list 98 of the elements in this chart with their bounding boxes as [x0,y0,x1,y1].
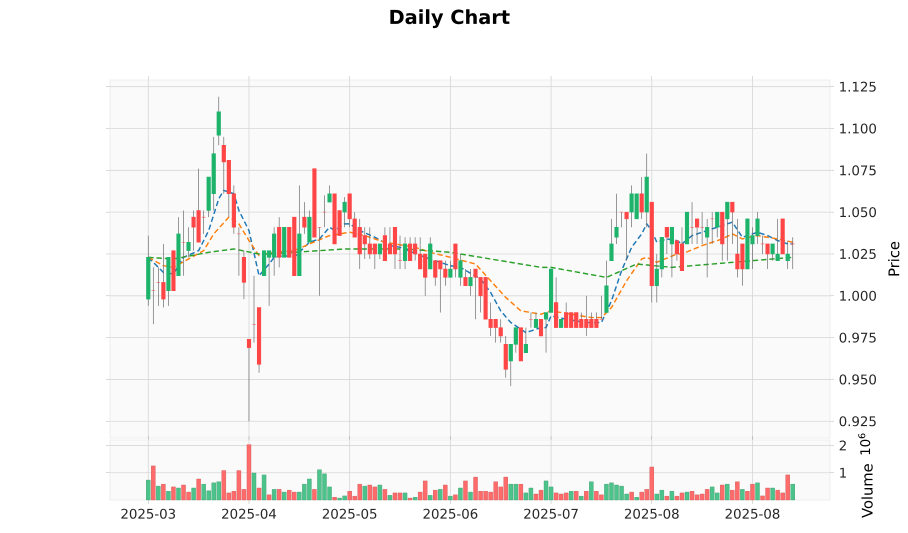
y-tick-label: 1.000 [840,290,876,301]
y-axis-title: Volume [861,464,873,518]
bar [382,489,388,500]
y-tick-label: 1.025 [840,248,876,259]
candlestick [715,212,720,238]
bar [378,484,382,500]
bar [146,480,150,500]
candlestick [246,338,252,422]
candlestick [402,236,408,270]
candlestick [730,202,734,244]
bar [574,490,578,500]
bar [725,484,730,500]
bar [629,492,634,500]
candlestick [664,226,669,254]
bar [770,488,775,500]
candlestick [186,226,191,258]
candlestick [448,260,452,278]
bar [634,496,639,500]
candlestick [534,312,538,328]
candlestick [609,218,614,261]
bar [156,486,161,500]
x-tick-label: 2025-08 [726,508,780,519]
bar [412,496,418,500]
candlestick [463,268,468,286]
x-tick-label: 2025-04 [222,508,276,519]
x-tick-label: 2025-08 [624,508,679,519]
bar [151,466,156,500]
bar [272,489,276,500]
y-axis-title: Price [888,242,900,276]
bar [584,490,589,500]
text: 10$^{6}$ [858,433,870,454]
candlestick [670,226,674,278]
bar [740,489,745,500]
x-tick-label: 2025-05 [322,508,376,519]
candlestick [640,176,644,220]
bar [161,484,166,500]
candlestick [538,318,544,336]
bar [518,484,524,500]
bar [362,486,367,500]
bar [670,490,674,500]
bar [684,492,690,500]
bar [664,496,670,500]
candlestick [725,202,730,261]
y-tick-label: 1 [840,468,846,478]
bar [433,490,438,500]
x-tick-label: 2025-06 [423,508,478,519]
bar [468,492,473,500]
bar [196,478,201,500]
bar [458,488,463,500]
bar [262,474,266,500]
candlestick [786,240,790,270]
y-tick-label: 1.075 [840,165,876,176]
candlestick [378,243,382,260]
y-tick-label: 0.925 [840,416,876,426]
x-tick-label: 2025-07 [524,508,578,519]
y-tick-label: 1.125 [840,81,876,92]
bar [579,496,584,500]
bar [171,486,176,500]
bar [453,494,458,500]
chart-title: Daily Chart [390,9,510,28]
bar [448,496,453,500]
bar [276,489,282,500]
bar [191,488,196,500]
bar [438,489,443,500]
bar [266,494,272,500]
bar [755,482,760,500]
y-tick-label: 1.050 [840,206,876,218]
candlestick [705,218,710,278]
bar [720,484,724,500]
bar [463,480,468,500]
candlestick [302,202,306,234]
bar [252,472,256,500]
bar [428,495,432,500]
candlestick [327,184,332,202]
candlestick [468,268,473,296]
bar [443,484,448,500]
bar [312,489,317,500]
candlestick [614,193,619,244]
y-tick-label: 2 [840,440,846,450]
bar [402,492,408,500]
y-tick-label: 0.950 [840,374,876,384]
bar [176,488,181,500]
bar [568,490,574,500]
bar [388,495,392,500]
candlestick [524,327,528,353]
x-tick-label: 2025-03 [121,508,176,519]
y-tick-label: 0.975 [840,332,876,343]
candlestick [458,253,463,286]
candlestick [216,96,221,146]
candlestick [790,236,795,270]
y-tick-label: 1.100 [840,123,876,134]
bar [256,488,262,500]
bar [166,490,171,500]
bar [282,492,286,500]
bar [332,496,337,500]
bar [790,484,795,500]
bar [589,481,594,500]
candlestick [342,196,347,228]
